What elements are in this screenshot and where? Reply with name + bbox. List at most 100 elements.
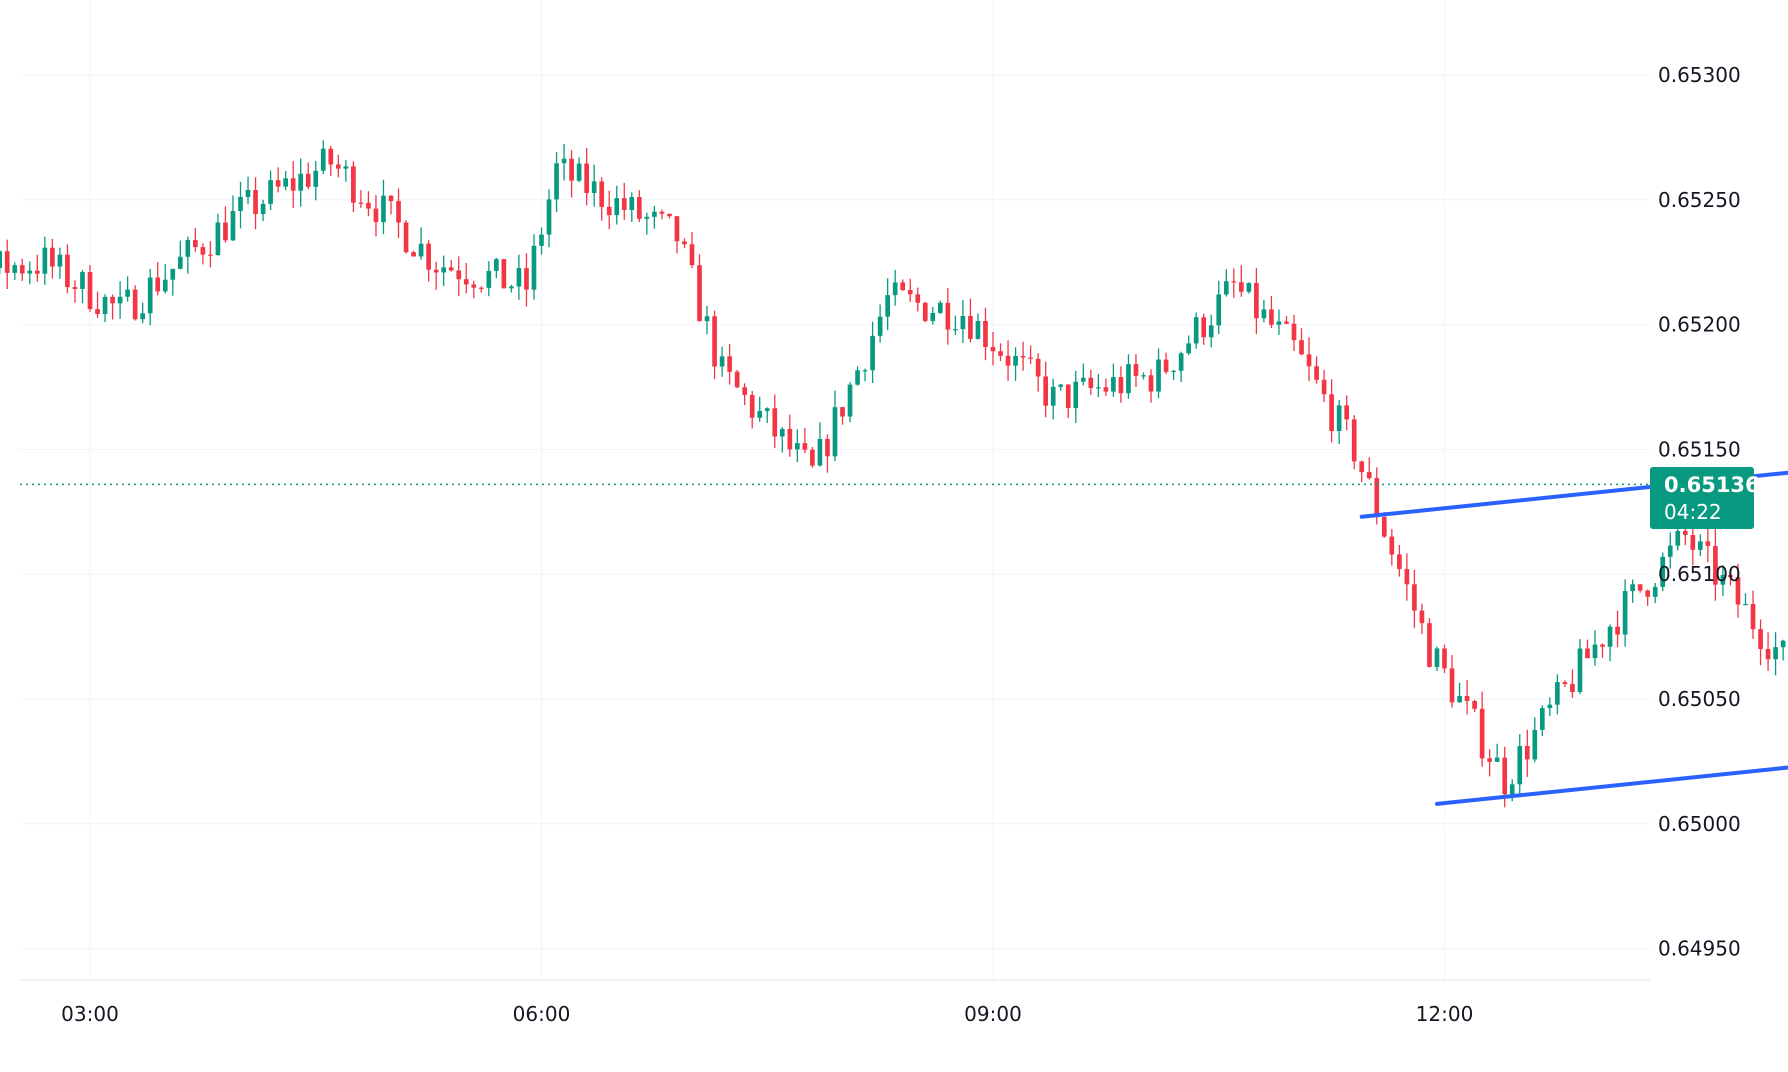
candle-body (524, 268, 529, 290)
candle-body (1096, 387, 1101, 389)
price-tick-label: 0.65200 (1658, 313, 1741, 337)
candle-body (1457, 696, 1462, 703)
candle-body (1547, 704, 1553, 709)
candle-body (1269, 309, 1274, 325)
candle-body (185, 239, 191, 257)
candle-body (840, 407, 845, 417)
candle-body (1254, 282, 1259, 319)
candle-body (177, 256, 183, 269)
candle-body (606, 206, 612, 216)
time-tick-label: 09:00 (964, 1002, 1022, 1026)
candle-body (1291, 323, 1297, 341)
candle-body (1223, 281, 1229, 295)
candle-body (335, 164, 341, 169)
candle-body (509, 286, 514, 289)
candle-body (1720, 575, 1726, 585)
candle-body (238, 196, 243, 212)
candle-body (1412, 584, 1417, 611)
candle-body (937, 302, 943, 313)
candle-body (1698, 541, 1703, 550)
candle-body (351, 166, 356, 203)
candle-body (328, 148, 334, 165)
candle-body (1585, 648, 1590, 659)
candle-body (1028, 357, 1033, 359)
candle-body (200, 247, 206, 255)
candle-body (87, 272, 93, 310)
candle-body (1111, 377, 1116, 392)
candle-body (900, 282, 906, 291)
time-axis[interactable]: 03:0006:0009:0012:0015:0018:0021:051203:… (61, 1002, 1788, 1026)
candle-body (757, 410, 763, 418)
candle-body (305, 173, 311, 187)
candle-body (1276, 321, 1282, 325)
candle-body (877, 316, 883, 336)
candle-body (1201, 317, 1207, 338)
candle-body (1186, 343, 1191, 354)
candle-body (697, 265, 702, 322)
candle-body (516, 268, 522, 287)
candle-body (132, 289, 138, 320)
candle-body (1020, 355, 1026, 358)
candle-body (1306, 354, 1312, 367)
price-tick-label: 0.65150 (1658, 437, 1741, 461)
candle-body (253, 189, 258, 215)
candle-body (1562, 682, 1568, 685)
candle-body (12, 265, 18, 273)
candle-body (1336, 405, 1342, 432)
candle-body (945, 302, 951, 330)
candle-body (343, 166, 349, 169)
candle-body (501, 259, 507, 289)
candle-body (1622, 591, 1628, 635)
price-tick-label: 0.65100 (1658, 562, 1741, 586)
candle-body (539, 234, 544, 246)
candle-body (1005, 355, 1011, 366)
candle-body (441, 267, 447, 273)
candle-body (155, 277, 161, 292)
channel-upper-line[interactable] (1359, 180, 1788, 519)
candle-body (358, 202, 364, 204)
price-tick-label: 0.65250 (1658, 188, 1741, 212)
candle-body (998, 351, 1003, 356)
chart-grid (20, 0, 1650, 980)
price-tick-label: 0.65050 (1658, 687, 1741, 711)
candle-body (1314, 366, 1319, 380)
candle-body (102, 296, 108, 315)
candle-body (230, 211, 236, 241)
candle-body (1404, 569, 1410, 585)
candle-body (140, 313, 146, 320)
candle-body (1780, 640, 1786, 648)
candle-body (411, 252, 416, 257)
candle-body (1487, 758, 1492, 762)
candle-body (1231, 281, 1237, 283)
candle-body (1246, 282, 1252, 292)
candle-body (268, 180, 273, 204)
candle-body (403, 222, 409, 253)
price-tick-label: 0.65000 (1658, 812, 1741, 836)
candle-body (1607, 626, 1613, 647)
candle-body (1539, 708, 1545, 730)
candle-body (862, 370, 868, 372)
candle-body (1773, 647, 1778, 660)
candle-body (1171, 370, 1176, 373)
candle-body (1570, 684, 1575, 692)
time-tick-label: 12:00 (1416, 1002, 1474, 1026)
candle-body (72, 287, 78, 289)
candle-body (1494, 757, 1500, 762)
candle-body (1133, 364, 1139, 376)
candle-body (110, 296, 115, 304)
candle-body (1713, 545, 1718, 585)
candle-body (494, 259, 499, 271)
candle-body (1472, 700, 1477, 709)
candle-body (930, 312, 936, 321)
candle-body (1419, 610, 1425, 624)
candle-body (636, 197, 642, 219)
candle-body (734, 371, 740, 388)
candle-body (990, 347, 996, 352)
candle-body (1449, 668, 1455, 703)
price-axis[interactable]: 0.65300 0.65250 0.65200 0.65150 0.65100 0.650… (1658, 63, 1741, 961)
candle-body (1427, 623, 1432, 667)
candle-body (1088, 377, 1094, 389)
candle-body (1397, 554, 1402, 570)
candle-body (170, 268, 176, 280)
